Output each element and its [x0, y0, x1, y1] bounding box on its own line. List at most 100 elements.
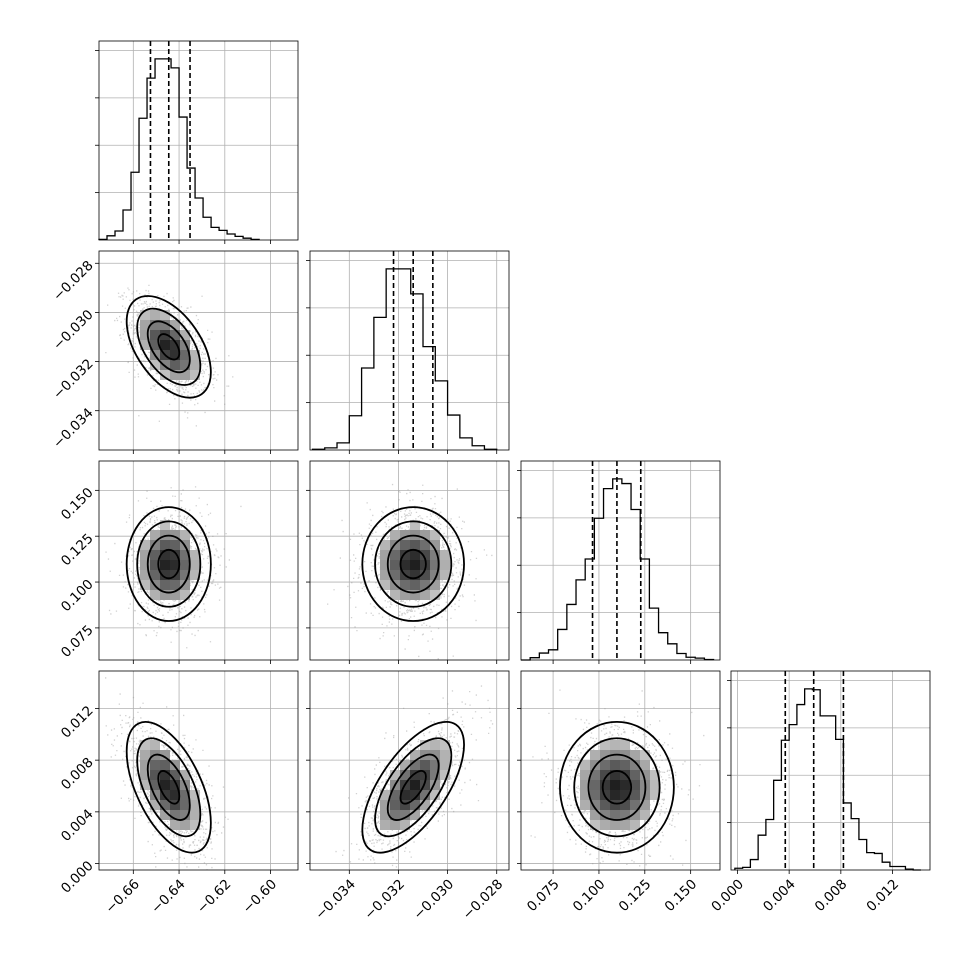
y-tick-label: 0.150: [58, 485, 97, 524]
density-layer: [335, 685, 494, 868]
x-tick-label: 0.150: [662, 876, 701, 915]
density-cell: [640, 760, 650, 770]
density-cell: [190, 360, 200, 370]
density-cell: [420, 800, 430, 810]
density-cell: [150, 590, 160, 600]
density-cell: [380, 790, 390, 800]
x-tick-label: −0.62: [194, 876, 235, 917]
density-cell: [180, 590, 190, 600]
density-cell: [160, 790, 170, 800]
density-cell: [160, 770, 170, 780]
density-cell: [620, 780, 630, 790]
density-cell: [580, 790, 590, 800]
density-cell: [180, 800, 190, 810]
density-cell: [160, 750, 170, 760]
density-cell: [620, 810, 630, 820]
density-cell: [610, 810, 620, 820]
contour-level-2: [146, 753, 191, 821]
contour-level-4: [361, 721, 465, 854]
density-cell: [150, 320, 160, 330]
density-cell: [190, 790, 200, 800]
density-cell: [140, 340, 150, 350]
density-cell: [390, 790, 400, 800]
density-cell: [170, 770, 180, 780]
density-cell: [380, 540, 390, 550]
density-cell: [410, 590, 420, 600]
density-cell: [170, 540, 180, 550]
density-layer: [105, 677, 229, 870]
density-cell: [160, 340, 170, 350]
density-cell: [180, 530, 190, 540]
density-cell: [150, 780, 160, 790]
panel-frame: [730, 670, 931, 871]
contour-level-2: [146, 534, 191, 594]
density-cell: [630, 810, 640, 820]
density-cell: [630, 780, 640, 790]
density-cell: [190, 350, 200, 360]
density-cell: [170, 340, 180, 350]
density-cell: [390, 820, 400, 830]
y-tick-label: −0.030: [50, 307, 97, 354]
density-cell: [600, 810, 610, 820]
density-cell: [180, 330, 190, 340]
density-cell: [190, 550, 200, 560]
density-cell: [380, 550, 390, 560]
contour-level-3: [374, 520, 453, 608]
contour-level-2: [146, 320, 191, 374]
density-cell: [380, 820, 390, 830]
density-cell: [390, 550, 400, 560]
density-cell: [170, 530, 180, 540]
density-cell: [400, 820, 410, 830]
y-tick-label: −0.032: [50, 356, 97, 403]
density-cell: [440, 550, 450, 560]
density-cell: [430, 590, 440, 600]
density-cell: [380, 810, 390, 820]
pair-panel-3-1: −0.034 −0.032 −0.030 −0.028: [306, 670, 510, 923]
density-cell: [190, 810, 200, 820]
contour-level-1: [601, 770, 633, 805]
x-tick-label: −0.032: [361, 876, 408, 923]
density-cell: [420, 570, 430, 580]
density-cell: [640, 770, 650, 780]
density-cell: [410, 560, 420, 570]
y-tick-label: 0.100: [58, 576, 97, 615]
contour-level-4: [125, 721, 212, 854]
density-cell: [430, 790, 440, 800]
density-cell: [150, 740, 160, 750]
density-cell: [440, 750, 450, 760]
density-cell: [170, 330, 180, 340]
density-cell: [410, 550, 420, 560]
density-cell: [410, 540, 420, 550]
x-tick-label: 0.100: [570, 876, 609, 915]
density-cell: [170, 780, 180, 790]
density-cell: [440, 740, 450, 750]
density-cell: [410, 520, 420, 530]
density-cell: [430, 540, 440, 550]
density-cell: [390, 770, 400, 780]
density-cell: [610, 820, 620, 830]
density-cell: [170, 550, 180, 560]
density-cell: [610, 800, 620, 810]
density-cell: [180, 770, 190, 780]
density-cell: [390, 570, 400, 580]
density-cell: [600, 750, 610, 760]
density-cell: [190, 370, 200, 380]
density-cell: [140, 740, 150, 750]
density-cell: [140, 760, 150, 770]
contour-level-1: [399, 548, 427, 580]
density-cell: [590, 770, 600, 780]
contour-level-4: [361, 506, 465, 622]
density-cell: [580, 770, 590, 780]
density-cell: [600, 800, 610, 810]
density-cell: [420, 540, 430, 550]
hist-panel-0: [95, 40, 299, 244]
density-cell: [170, 370, 180, 380]
density-cell: [420, 760, 430, 770]
density-cell: [650, 780, 660, 790]
density-cell: [580, 780, 590, 790]
pair-panel-1-0: −0.034−0.032−0.030−0.028: [50, 250, 299, 454]
density-cell: [620, 790, 630, 800]
density-cell: [170, 580, 180, 590]
panel-frame: [309, 250, 510, 451]
density-cell: [400, 530, 410, 540]
